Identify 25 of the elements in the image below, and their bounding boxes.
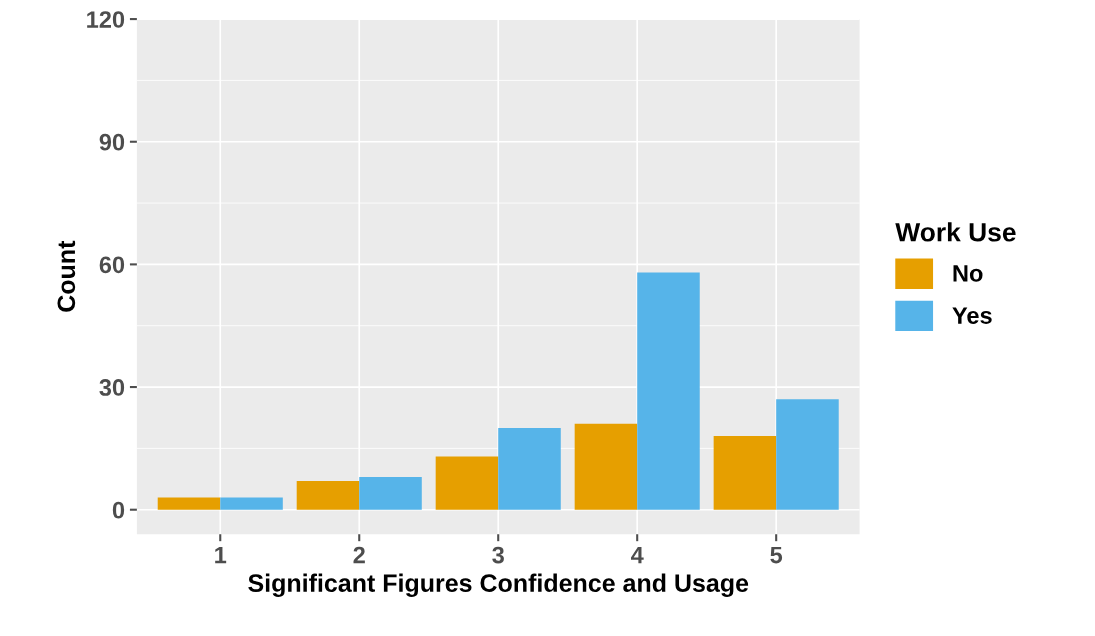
y-tick-label: 0 <box>112 501 125 519</box>
legend-label: Yes <box>952 307 992 324</box>
legend-title: Work Use <box>895 222 1016 242</box>
bar <box>359 477 422 510</box>
y-axis-title: Count <box>57 240 76 312</box>
bar <box>776 399 839 510</box>
x-tick-label: 2 <box>353 546 365 564</box>
x-tick-label: 4 <box>631 546 644 564</box>
x-axis-title: Significant Figures Confidence and Usage <box>248 573 749 598</box>
bar <box>157 497 221 510</box>
bar <box>637 272 700 510</box>
bar <box>220 497 283 510</box>
y-tick-label: 120 <box>87 11 125 28</box>
bar <box>713 436 777 510</box>
y-tick-label: 30 <box>99 379 125 396</box>
bar <box>498 427 561 510</box>
y-tick-label: 60 <box>99 256 125 274</box>
bar <box>296 481 360 510</box>
y-tick-label: 90 <box>99 133 125 151</box>
x-tick-label: 5 <box>770 546 783 564</box>
x-tick-label: 1 <box>215 546 227 564</box>
x-tick-label: 3 <box>492 546 504 564</box>
legend-label: No <box>953 265 983 282</box>
bar <box>574 423 638 510</box>
bar <box>435 456 499 510</box>
